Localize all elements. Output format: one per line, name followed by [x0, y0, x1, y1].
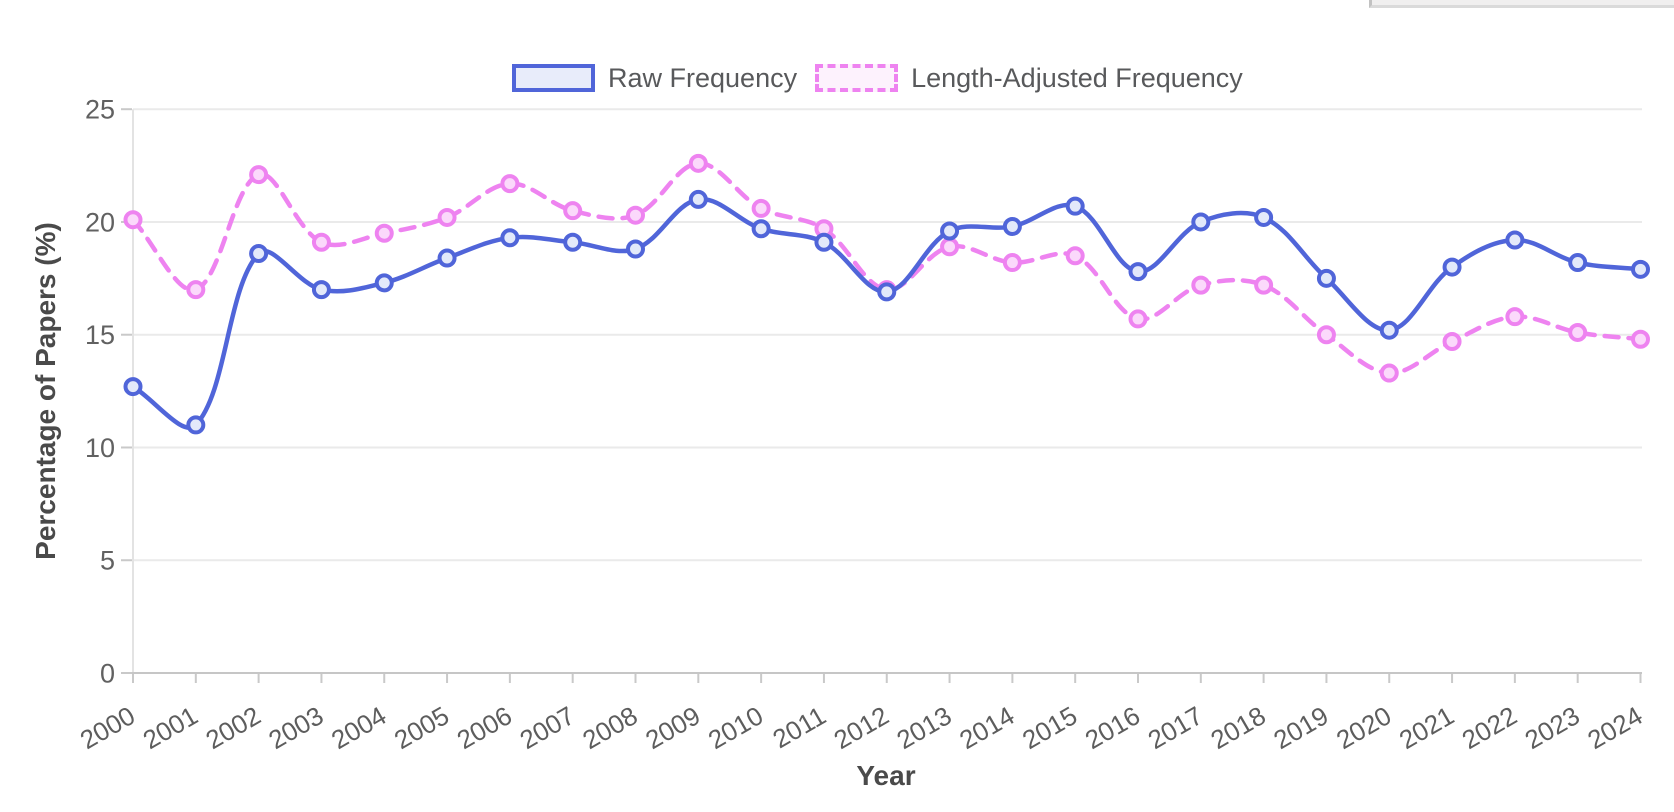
- length-adjusted-frequency-point-2022: [1505, 307, 1525, 327]
- length-adjusted-frequency-point-2014: [1002, 253, 1022, 273]
- x-tick-label: 2016: [1080, 700, 1145, 755]
- length-adjusted-frequency-point-2002: [249, 165, 269, 185]
- raw-frequency-point-2024: [1631, 259, 1650, 279]
- x-tick-label: 2007: [515, 700, 580, 755]
- legend-label-raw-frequency: Raw Frequency: [608, 63, 798, 93]
- x-tick-label: 2002: [201, 700, 266, 755]
- x-tick-label: 2008: [577, 700, 642, 755]
- raw-frequency-swatch-icon: [512, 64, 595, 92]
- raw-frequency-point-2001: [186, 415, 206, 435]
- x-axis-title: Year: [856, 760, 916, 791]
- raw-frequency-point-2014: [1002, 216, 1022, 236]
- x-tick-label: 2006: [452, 700, 517, 755]
- length-adjusted-frequency-point-2003: [311, 232, 331, 252]
- raw-frequency-point-2019: [1316, 268, 1336, 288]
- length-adjusted-frequency-point-2010: [751, 198, 771, 218]
- raw-frequency-point-2016: [1128, 262, 1148, 282]
- x-tick-label: 2010: [703, 700, 768, 755]
- length-adjusted-frequency-point-2024: [1631, 329, 1650, 349]
- raw-frequency-point-2010: [751, 219, 771, 239]
- x-tick-label: 2012: [829, 700, 894, 755]
- raw-frequency-point-2000: [123, 377, 143, 397]
- x-tick-label: 2005: [389, 700, 454, 755]
- raw-frequency-point-2017: [1191, 212, 1211, 232]
- length-adjusted-frequency-point-2007: [563, 201, 583, 221]
- length-adjusted-frequency-point-2004: [374, 223, 394, 243]
- chart-legend: Raw Frequency Length-Adjusted Frequency: [512, 64, 1243, 92]
- raw-frequency-point-2008: [626, 239, 645, 259]
- raw-frequency-point-2005: [437, 248, 457, 268]
- raw-frequency-point-2012: [877, 282, 897, 302]
- x-tick-label: 2017: [1143, 700, 1208, 755]
- x-tick-label: 2023: [1520, 700, 1585, 755]
- legend-label-length-adjusted-frequency: Length-Adjusted Frequency: [911, 63, 1243, 93]
- legend-item-raw-frequency[interactable]: Raw Frequency: [512, 64, 797, 92]
- length-adjusted-frequency-point-2017: [1191, 275, 1211, 295]
- raw-frequency-line: [130, 197, 1643, 430]
- raw-frequency-point-2002: [249, 244, 269, 264]
- length-adjusted-frequency-point-2016: [1128, 309, 1148, 329]
- x-tick-label: 2022: [1457, 700, 1522, 755]
- x-tick-label: 2018: [1206, 700, 1271, 755]
- x-tick-label: 2003: [263, 700, 328, 755]
- length-adjusted-frequency-point-2006: [500, 174, 520, 194]
- length-adjusted-frequency-point-2018: [1254, 275, 1274, 295]
- length-adjusted-frequency-point-2008: [626, 205, 645, 225]
- legend-item-length-adjusted-frequency[interactable]: Length-Adjusted Frequency: [815, 64, 1243, 92]
- y-tick-label: 10: [85, 433, 115, 463]
- raw-frequency-point-2020: [1379, 320, 1399, 340]
- length-adjusted-frequency-swatch-icon: [815, 64, 899, 92]
- length-adjusted-frequency-point-2001: [186, 280, 206, 300]
- x-tick-label: 2024: [1582, 700, 1647, 755]
- raw-frequency-point-2018: [1254, 207, 1274, 227]
- cropped-browser-panel-edge: [1369, 0, 1674, 8]
- x-tick-label: 2001: [138, 700, 203, 755]
- x-tick-label: 2019: [1268, 700, 1333, 755]
- y-tick-label: 0: [100, 659, 115, 689]
- length-adjusted-frequency-point-2023: [1568, 322, 1588, 342]
- length-adjusted-frequency-point-2019: [1316, 325, 1336, 345]
- x-tick-label: 2000: [75, 700, 140, 755]
- raw-frequency-point-2022: [1505, 230, 1525, 250]
- y-tick-label: 25: [85, 95, 115, 125]
- raw-frequency-point-2011: [814, 232, 834, 252]
- x-tick-label: 2009: [640, 700, 705, 755]
- raw-frequency-point-2007: [563, 232, 583, 252]
- raw-frequency-point-2013: [940, 221, 960, 241]
- length-adjusted-frequency-point-2020: [1379, 363, 1399, 383]
- length-adjusted-frequency-point-2000: [123, 210, 143, 230]
- length-adjusted-frequency-point-2005: [437, 207, 457, 227]
- length-adjusted-frequency-point-2015: [1065, 246, 1085, 266]
- raw-frequency-point-2003: [311, 280, 331, 300]
- length-adjusted-frequency-point-2013: [940, 237, 960, 257]
- x-tick-label: 2011: [768, 700, 831, 754]
- raw-frequency-point-2009: [688, 189, 708, 209]
- y-tick-label: 20: [85, 207, 115, 237]
- length-adjusted-frequency-point-2021: [1442, 331, 1462, 351]
- y-tick-label: 15: [85, 320, 115, 350]
- y-axis-title: Percentage of Papers (%): [30, 222, 61, 560]
- raw-frequency-point-2015: [1065, 196, 1085, 216]
- x-tick-label: 2021: [1394, 700, 1459, 755]
- raw-frequency-point-2023: [1568, 253, 1588, 273]
- raw-frequency-point-2004: [374, 273, 394, 293]
- x-tick-label: 2014: [954, 700, 1019, 755]
- raw-frequency-point-2021: [1442, 257, 1462, 277]
- length-adjusted-frequency-line: [130, 161, 1643, 376]
- raw-frequency-point-2006: [500, 228, 520, 248]
- length-adjusted-frequency-point-2009: [688, 153, 708, 173]
- x-tick-label: 2020: [1331, 700, 1396, 755]
- x-tick-label: 2004: [326, 700, 391, 755]
- x-tick-label: 2013: [891, 700, 956, 755]
- x-tick-label: 2015: [1017, 700, 1082, 755]
- y-tick-label: 5: [100, 546, 115, 576]
